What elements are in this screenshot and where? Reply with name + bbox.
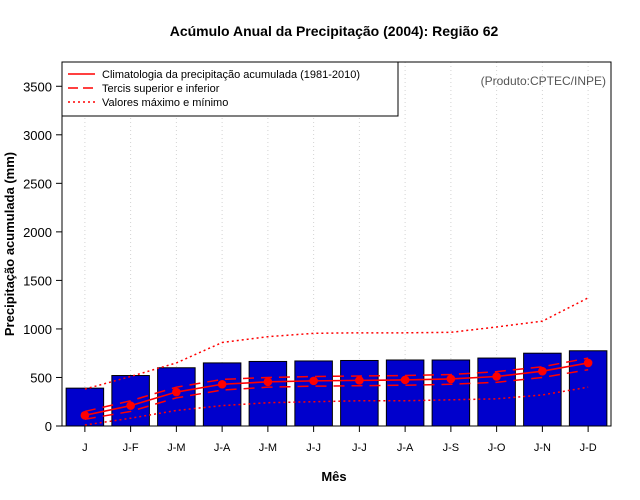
bar <box>65 387 105 427</box>
x-tick-label: J <box>82 442 88 454</box>
y-tick-label: 2500 <box>23 176 52 191</box>
x-tick-label: J-J <box>352 442 367 454</box>
x-tick-label: J-S <box>443 442 460 454</box>
series-line <box>84 386 589 426</box>
series-point <box>80 411 90 420</box>
bar <box>248 360 288 427</box>
series-line <box>84 357 589 413</box>
x-tick-label: J-A <box>397 442 414 454</box>
y-tick-label: 3000 <box>23 128 52 143</box>
series-line <box>84 297 589 390</box>
y-tick-label: 3500 <box>23 79 52 94</box>
series-line <box>84 368 589 420</box>
series-point <box>126 401 135 410</box>
legend-label: Valores máximo e mínimo <box>102 97 228 109</box>
series-point <box>492 372 501 381</box>
bar <box>157 367 196 427</box>
bar <box>431 359 471 427</box>
series-point <box>217 379 227 389</box>
y-tick-label: 2000 <box>23 225 52 240</box>
series-point <box>446 374 456 384</box>
y-tick-label: 0 <box>45 419 52 434</box>
series-point <box>309 376 318 386</box>
x-tick-label: J-J <box>306 442 321 454</box>
legend-box <box>61 61 399 117</box>
x-tick-label: J-M <box>259 442 277 454</box>
y-tick-label: 1500 <box>23 273 52 288</box>
series-point <box>355 376 364 385</box>
series-point <box>400 375 410 385</box>
x-tick-label: J-M <box>167 442 185 454</box>
y-tick-label: 1000 <box>23 322 52 337</box>
y-axis-label: Precipitação acumulada (mm) <box>2 152 17 336</box>
x-axis-label: Mês <box>321 469 346 484</box>
x-tick-label: J-A <box>214 442 231 454</box>
x-tick-label: J-N <box>534 442 551 454</box>
bar <box>340 359 379 427</box>
series-point <box>263 377 273 387</box>
x-tick-label: J-F <box>123 442 139 454</box>
series-point <box>583 358 593 368</box>
bar <box>477 357 516 427</box>
x-tick-label: J-O <box>488 442 506 454</box>
series-line <box>84 362 589 417</box>
x-tick-label: J-D <box>580 442 597 454</box>
bar <box>202 362 242 427</box>
credit-text: (Produto:CPTEC/INPE) <box>481 74 606 88</box>
legend-label: Tercis superior e inferior <box>102 83 220 95</box>
chart-title: Acúmulo Anual da Precipitação (2004): Re… <box>170 23 499 39</box>
series-point <box>538 366 547 376</box>
series-point <box>172 387 181 397</box>
bar <box>385 359 425 427</box>
y-tick-label: 500 <box>30 370 52 385</box>
legend-label: Climatologia da precipitação acumulada (… <box>102 69 360 81</box>
bar <box>294 360 333 427</box>
